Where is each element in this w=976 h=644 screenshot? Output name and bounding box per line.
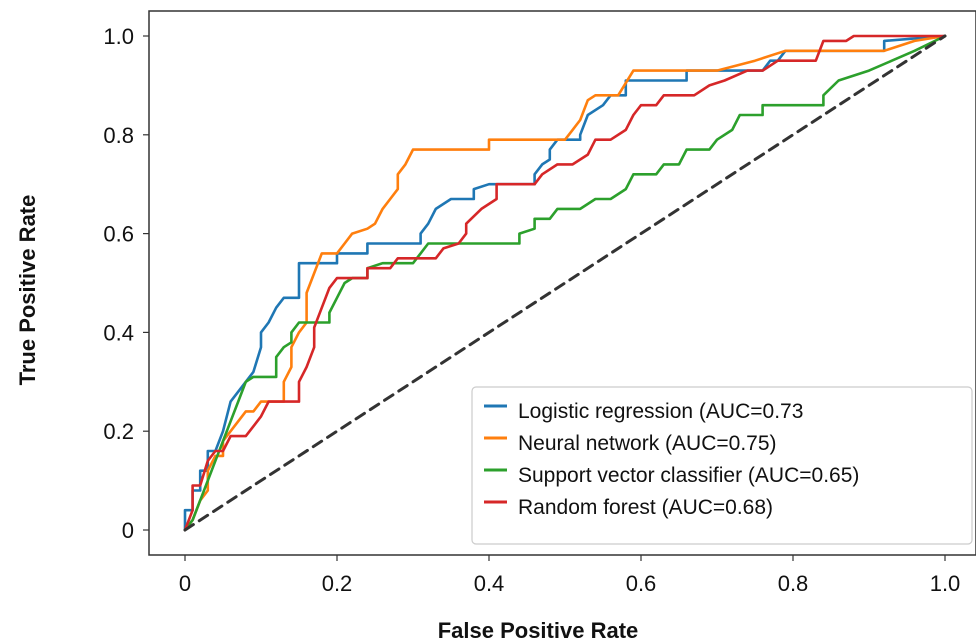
series-line <box>183 34 947 532</box>
series-lines <box>183 34 947 532</box>
series-line <box>183 34 947 532</box>
y-tick-label: 0.2 <box>103 419 134 444</box>
series-line <box>183 34 947 532</box>
x-tick-label: 0.4 <box>474 571 505 596</box>
series-line <box>183 34 947 532</box>
y-tick-label: 0.8 <box>103 123 134 148</box>
y-tick-label: 1.0 <box>103 24 134 49</box>
y-axis: 0 0.2 0.4 0.6 0.8 1.0 <box>103 24 149 543</box>
x-tick-label: 0.2 <box>322 571 353 596</box>
x-axis: 0 0.2 0.4 0.6 0.8 1.0 <box>179 555 960 596</box>
x-tick-label: 0 <box>179 571 191 596</box>
legend-entry: Neural network (AUC=0.75) <box>518 432 777 455</box>
chance-diagonal-line <box>183 34 947 532</box>
x-tick-label: 1.0 <box>930 571 961 596</box>
legend-box <box>471 386 973 545</box>
legend-entry: Random forest (AUC=0.68) <box>518 496 773 519</box>
x-tick-label: 0.6 <box>626 571 657 596</box>
y-tick-label: 0.6 <box>103 222 134 247</box>
x-axis-label: False Positive Rate <box>438 618 639 643</box>
y-tick-label: 0.4 <box>103 320 134 345</box>
legend-entry: Logistic regression (AUC=0.73 <box>518 400 803 423</box>
legend-entry: Support vector classifier (AUC=0.65) <box>518 464 859 487</box>
y-axis-label: True Positive Rate <box>15 195 40 386</box>
y-tick-label: 0 <box>122 518 134 543</box>
x-tick-label: 0.8 <box>778 571 809 596</box>
legend: Logistic regression (AUC=0.73 Neural netw… <box>471 386 973 545</box>
